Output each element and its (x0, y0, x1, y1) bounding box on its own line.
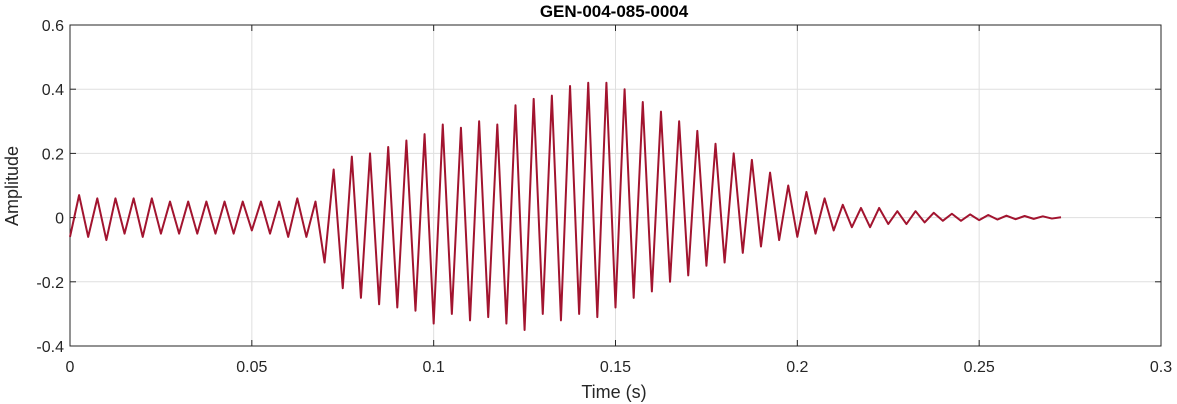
x-tick-label: 0.3 (1150, 359, 1172, 376)
x-tick-label: 0.25 (964, 359, 995, 376)
y-tick-label: 0.6 (42, 18, 64, 35)
x-tick-label: 0.2 (786, 359, 808, 376)
y-tick-label: 0 (55, 211, 64, 228)
y-tick-label: 0.4 (42, 82, 64, 99)
y-tick-label: 0.2 (42, 146, 64, 163)
x-tick-label: 0.15 (600, 359, 631, 376)
y-tick-label: -0.4 (36, 339, 64, 356)
x-tick-label: 0.1 (423, 359, 445, 376)
y-axis-title: Amplitude (2, 146, 22, 226)
x-tick-label: 0.05 (236, 359, 267, 376)
x-tick-label: 0 (66, 359, 75, 376)
axis-ticks: 0 0.05 0.1 0.15 0.2 0.25 0.3 -0.4 -0.2 0 0.2 0.4 0.6 (36, 18, 1172, 376)
y-tick-label: -0.2 (36, 275, 64, 292)
signal-line (69, 81, 1062, 331)
chart-title: GEN-004-085-0004 (540, 2, 689, 21)
x-axis-title: Time (s) (581, 382, 646, 402)
